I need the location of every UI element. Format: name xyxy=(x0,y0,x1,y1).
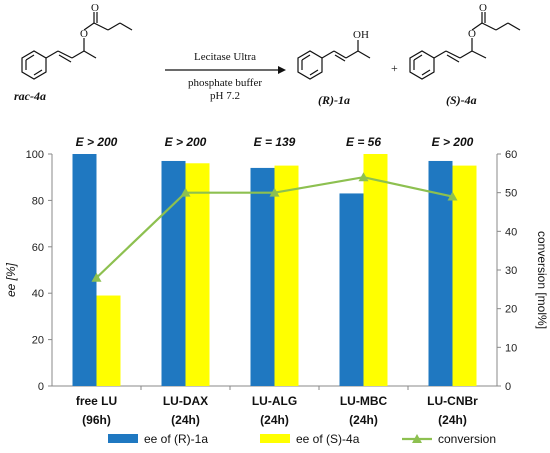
category-label: free LU xyxy=(76,394,117,408)
category-label: LU-CNBr xyxy=(427,394,478,408)
y-tick-label: 0 xyxy=(38,381,44,393)
bar-ee-r-1a xyxy=(428,160,453,386)
e-value-label: E > 200 xyxy=(165,135,207,149)
substrate-label: rac-4a xyxy=(14,89,46,103)
product-s-carbonyl-o-label: O xyxy=(479,2,487,14)
bar-ee-r-1a xyxy=(72,154,97,386)
product-r-structure xyxy=(297,40,371,80)
product-s-structure xyxy=(409,12,521,80)
category-label: LU-ALG xyxy=(252,394,297,408)
y-tick-label: 80 xyxy=(32,195,44,207)
product-r-oh-label: OH xyxy=(353,29,369,41)
conversion-point xyxy=(180,187,191,197)
legend-swatch-ee-r-1a xyxy=(108,434,138,443)
chart-labels: E > 200 free LU (96h) E > 200 LU-DAX (24h) E =… xyxy=(76,135,479,427)
category-sublabel: (96h) xyxy=(82,413,111,427)
bar-ee-r-1a xyxy=(250,167,275,386)
y-tick-label: 100 xyxy=(26,149,44,161)
reagent-label: Lecitase Ultra xyxy=(194,51,256,63)
bar-ee-r-1a xyxy=(339,193,364,386)
y-tick-label: 40 xyxy=(32,288,44,300)
y-tick-label: 60 xyxy=(32,242,44,254)
y2-tick-label: 10 xyxy=(505,342,517,354)
legend-label-conversion: conversion xyxy=(438,432,496,446)
reaction-arrow xyxy=(165,66,286,74)
legend-swatch-ee-s-4a xyxy=(260,434,290,443)
e-value-label: E = 56 xyxy=(346,135,381,149)
chart-legend: ee of (R)-1a ee of (S)-4a conversion xyxy=(108,432,496,446)
y2-tick-label: 60 xyxy=(505,149,517,161)
y2-tick-label: 30 xyxy=(505,265,517,277)
bar-ee-s-4a xyxy=(274,165,299,386)
y2-tick-label: 0 xyxy=(505,381,511,393)
conversion-point xyxy=(358,172,369,182)
bar-ee-s-4a xyxy=(96,295,121,386)
category-sublabel: (24h) xyxy=(349,413,378,427)
legend-marker-conversion xyxy=(412,434,422,443)
legend-label-ee-r-1a: ee of (R)-1a xyxy=(144,432,208,446)
conversion-point xyxy=(269,187,280,197)
bar-ee-s-4a xyxy=(185,163,210,386)
y-tick-label: 20 xyxy=(32,335,44,347)
e-value-label: E > 200 xyxy=(432,135,474,149)
y-axis-label: ee [%] xyxy=(4,262,18,297)
category-sublabel: (24h) xyxy=(260,413,289,427)
category-label: LU-DAX xyxy=(163,394,208,408)
conversion-point xyxy=(91,272,102,282)
y2-tick-label: 20 xyxy=(505,304,517,316)
conversion-point xyxy=(447,191,458,201)
y2-tick-label: 40 xyxy=(505,226,517,238)
ee-conversion-chart: 0 20 40 60 80 100 0 10 20 30 40 50 60 E > 200 free LU… xyxy=(4,135,549,446)
category-sublabel: (24h) xyxy=(438,413,467,427)
legend-label-ee-s-4a: ee of (S)-4a xyxy=(296,432,360,446)
product-s-label: (S)-4a xyxy=(446,93,477,107)
category-sublabel: (24h) xyxy=(171,413,200,427)
product-r-label: (R)-1a xyxy=(318,93,350,107)
e-value-label: E = 139 xyxy=(254,135,296,149)
category-label: LU-MBC xyxy=(340,394,388,408)
bar-ee-r-1a xyxy=(161,160,186,386)
product-s-o-label: O xyxy=(468,28,476,40)
y2-axis-label: conversion [mol%] xyxy=(535,231,549,329)
bar-ee-s-4a xyxy=(363,154,388,386)
conversion-series xyxy=(91,172,458,282)
substrate-structure xyxy=(21,12,133,80)
plus-sign: + xyxy=(391,61,398,75)
reaction-scheme: O O rac-4a Lecitase Ultra phosphate buff… xyxy=(14,2,521,107)
e-value-label: E > 200 xyxy=(76,135,118,149)
substrate-carbonyl-o-label: O xyxy=(91,2,99,14)
substrate-o-label: O xyxy=(80,28,88,40)
bar-ee-s-4a xyxy=(452,165,477,386)
conditions-line-2: pH 7.2 xyxy=(210,90,240,102)
chart-bars xyxy=(72,154,477,386)
y2-tick-label: 50 xyxy=(505,188,517,200)
conditions-line-1: phosphate buffer xyxy=(188,77,262,89)
